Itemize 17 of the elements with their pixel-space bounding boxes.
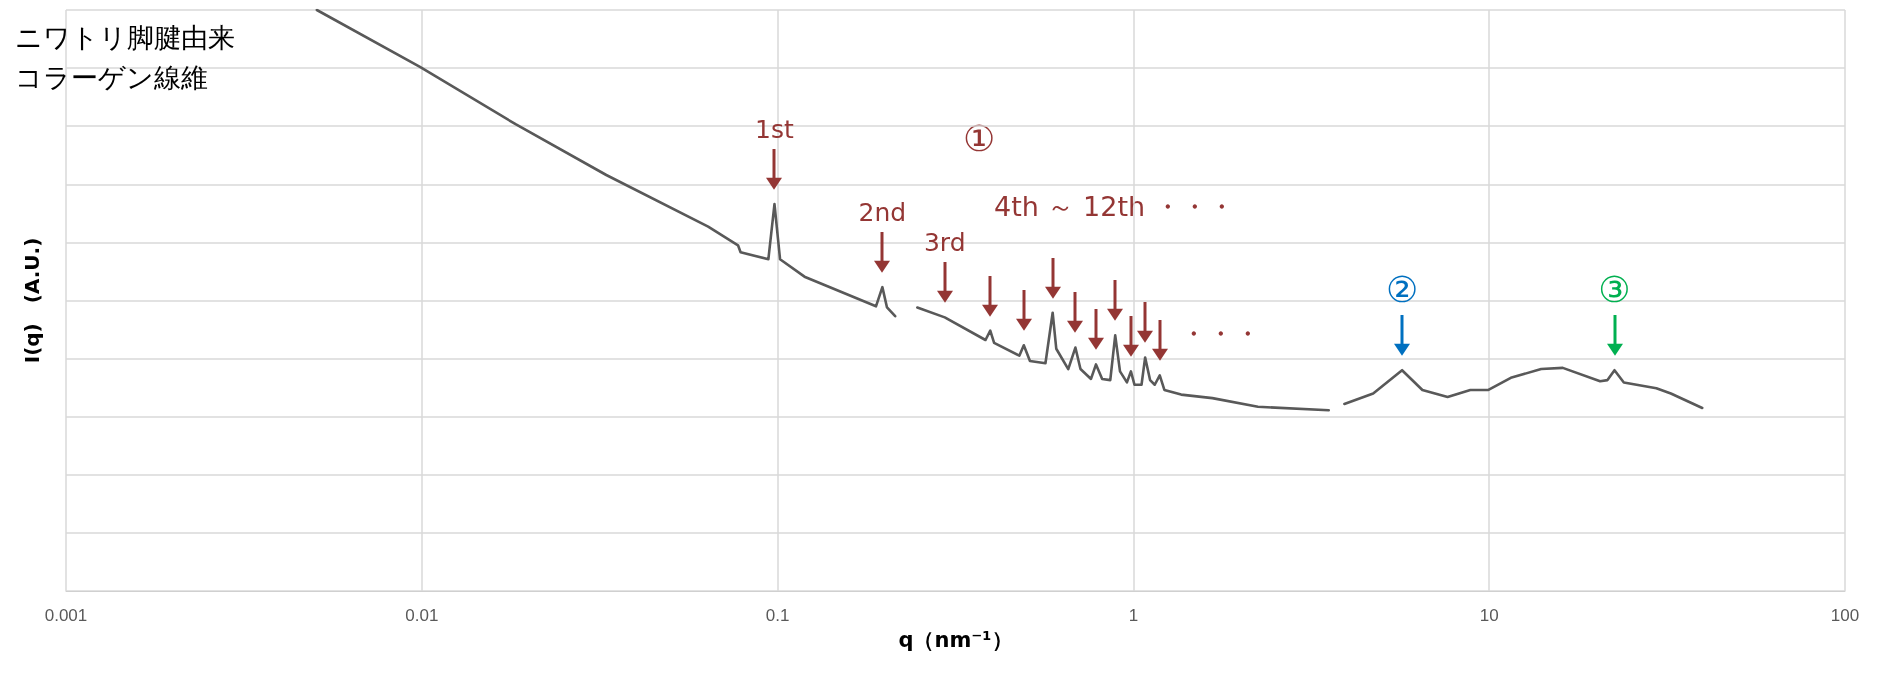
annotation: ・・・ xyxy=(1180,318,1261,349)
annotation: 3rd xyxy=(922,228,967,259)
annotation: ③ xyxy=(1597,269,1632,312)
x-tick-label: 0.001 xyxy=(44,606,88,625)
y-axis-title: I(q) (A.U.) xyxy=(20,237,44,364)
x-tick-label: 0.01 xyxy=(405,606,439,625)
annotation: 2nd xyxy=(857,197,908,228)
x-axis-title: q（nm⁻¹） xyxy=(898,627,1013,652)
x-tick-label: 100 xyxy=(1830,606,1860,625)
annotation: ② xyxy=(1384,269,1420,312)
annotation: ① xyxy=(963,117,996,159)
x-tick-label: 1 xyxy=(1128,606,1139,625)
annotation: 1st xyxy=(754,114,795,145)
x-tick-label: 10 xyxy=(1479,606,1499,625)
text: ニワトリ脚腱由来コラーゲン線維 xyxy=(15,21,235,93)
x-tick-label: 0.1 xyxy=(765,606,790,625)
annotation: 4th ～ 12th ・・・ xyxy=(994,191,1235,222)
